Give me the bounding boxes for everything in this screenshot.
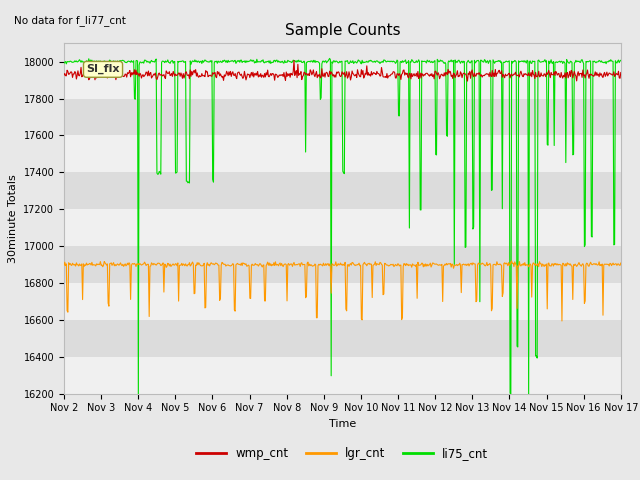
Bar	[64, 98, 621, 135]
Bar	[64, 320, 621, 357]
Title: Sample Counts: Sample Counts	[285, 23, 400, 38]
X-axis label: Time: Time	[329, 419, 356, 429]
Bar	[64, 246, 621, 283]
Text: No data for f_li77_cnt: No data for f_li77_cnt	[14, 15, 126, 26]
Bar	[64, 357, 621, 394]
Legend: wmp_cnt, lgr_cnt, li75_cnt: wmp_cnt, lgr_cnt, li75_cnt	[192, 443, 493, 465]
Bar	[64, 61, 621, 98]
Y-axis label: 30minute Totals: 30minute Totals	[8, 174, 18, 263]
Bar	[64, 135, 621, 172]
Text: SI_flx: SI_flx	[86, 64, 120, 74]
Bar	[64, 172, 621, 209]
Bar	[64, 283, 621, 320]
Bar	[64, 209, 621, 246]
